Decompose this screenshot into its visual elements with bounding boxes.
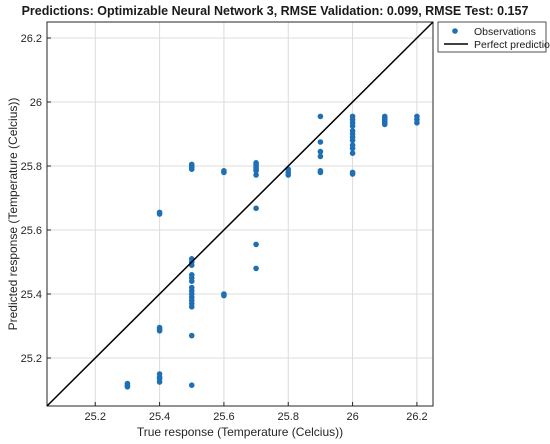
grid-lines xyxy=(47,22,433,406)
observation-point xyxy=(253,160,259,166)
y-tick-label: 25.6 xyxy=(21,225,42,237)
plot-border xyxy=(46,21,434,407)
observation-point xyxy=(317,113,324,120)
observation-point xyxy=(188,272,195,278)
y-tick-labels: 25.2 25.4 25.6 25.8 26 26.2 xyxy=(21,33,42,365)
observation-point xyxy=(317,139,324,145)
y-tick-label: 25.8 xyxy=(21,161,42,173)
legend-observations-label: Observations xyxy=(474,26,536,38)
x-tick-label: 25.4 xyxy=(149,411,170,423)
y-axis-label: Predicted response (Temperature (Celcius… xyxy=(6,98,20,331)
x-tick-label: 26 xyxy=(346,411,358,423)
legend-perfect-prediction-label: Perfect prediction xyxy=(474,39,550,51)
observation-point xyxy=(317,153,324,160)
legend-observations-marker xyxy=(452,28,458,34)
x-tick-label: 26.2 xyxy=(406,411,427,423)
observation-point xyxy=(349,128,356,134)
legend-box xyxy=(437,21,547,53)
observation-point xyxy=(349,142,356,148)
observation-point xyxy=(317,148,324,155)
observation-point xyxy=(221,168,227,174)
perfect-prediction-line xyxy=(46,21,434,407)
observation-point xyxy=(124,382,131,389)
perfect-prediction-line-group xyxy=(46,21,434,407)
x-tick-labels: 25.2 25.4 25.6 25.8 26 26.2 xyxy=(85,411,428,423)
x-tick-label: 25.6 xyxy=(213,411,234,423)
observation-point xyxy=(188,382,195,389)
observation-point xyxy=(349,169,356,176)
observation-point xyxy=(317,168,324,174)
x-tick-label: 25.8 xyxy=(278,411,299,423)
observation-point xyxy=(188,284,195,291)
y-tick-label: 25.2 xyxy=(21,353,42,365)
x-tick-label: 25.2 xyxy=(85,411,106,423)
observation-point xyxy=(156,209,163,216)
y-tick-label: 25.4 xyxy=(21,289,42,301)
observation-point xyxy=(188,161,195,168)
plot-frame xyxy=(46,21,434,407)
observation-point xyxy=(253,172,259,178)
observation-point xyxy=(253,241,259,248)
observation-point xyxy=(349,150,356,156)
observation-point xyxy=(414,113,420,120)
x-axis-label: True response (Temperature (Celcius)) xyxy=(137,425,343,439)
observation-point xyxy=(349,113,356,120)
y-tick-label: 26.2 xyxy=(21,33,42,45)
chart-title: Predictions: Optimizable Neural Network … xyxy=(21,4,529,18)
observation-point xyxy=(156,371,163,377)
observation-point xyxy=(253,265,259,272)
observation-points xyxy=(124,113,420,390)
observation-point xyxy=(221,291,227,297)
observation-point xyxy=(381,113,388,120)
legend: Observations Perfect prediction xyxy=(437,21,550,53)
y-tick-label: 26 xyxy=(30,97,42,109)
observation-point xyxy=(253,205,259,212)
observation-point xyxy=(156,324,163,331)
observation-point xyxy=(188,332,195,339)
